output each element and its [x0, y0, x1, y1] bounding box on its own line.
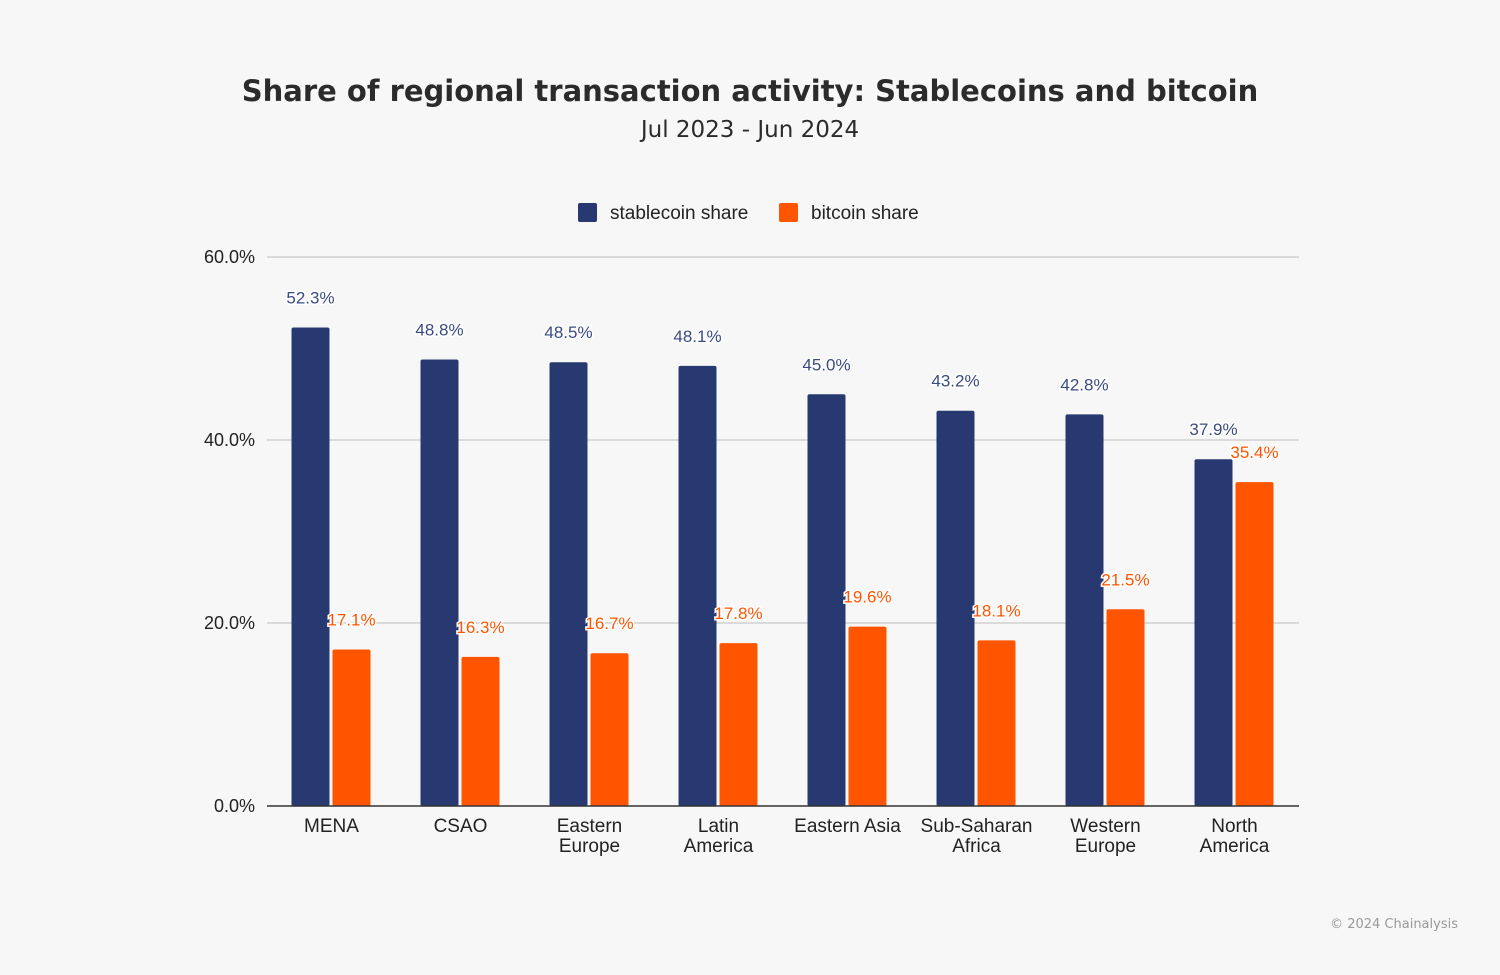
chart-subtitle: Jul 2023 - Jun 2024 — [640, 117, 860, 143]
y-tick-label: 40.0% — [204, 430, 255, 450]
x-tick-label: Sub-Saharan Africa — [921, 816, 1033, 857]
bitcoin-bar — [461, 656, 500, 806]
x-tick-label: CSAO — [434, 816, 488, 837]
x-tick-label: North America — [1200, 816, 1270, 857]
stablecoin-bar — [291, 327, 330, 806]
legend-label: bitcoin share — [811, 203, 919, 224]
stablecoin-bar — [549, 362, 588, 806]
legend-swatch — [779, 203, 798, 222]
bitcoin-data-label: 16.7% — [585, 614, 633, 633]
bitcoin-data-label: 21.5% — [1101, 570, 1149, 589]
bitcoin-bar — [719, 643, 758, 806]
stablecoin-data-label: 48.5% — [544, 323, 592, 342]
y-tick-label: 60.0% — [204, 247, 255, 267]
stablecoin-bar — [936, 410, 975, 806]
stablecoin-bar — [678, 365, 717, 806]
chart-title: Share of regional transaction activity: … — [241, 74, 1259, 108]
bitcoin-data-label: 17.8% — [714, 604, 762, 623]
x-tick-label: Eastern Europe — [557, 816, 622, 857]
bitcoin-bar — [1106, 609, 1145, 806]
bitcoin-data-label: 18.1% — [972, 601, 1020, 620]
bitcoin-data-label: 19.6% — [843, 588, 891, 607]
stablecoin-bar — [807, 394, 846, 806]
legend-label: stablecoin share — [610, 203, 748, 224]
stablecoin-bar — [1065, 414, 1104, 806]
bitcoin-bar — [590, 653, 629, 806]
bitcoin-data-label: 16.3% — [456, 618, 504, 637]
copyright-credit: © 2024 Chainalysis — [1330, 917, 1458, 932]
x-tick-label: Latin America — [684, 816, 754, 857]
stablecoin-data-label: 45.0% — [802, 355, 850, 374]
bitcoin-data-label: 35.4% — [1230, 443, 1278, 462]
bitcoin-bar — [977, 640, 1016, 806]
stablecoin-data-label: 48.8% — [415, 320, 463, 339]
bitcoin-bar — [1235, 482, 1274, 806]
bitcoin-bar — [848, 626, 887, 806]
y-tick-label: 0.0% — [214, 796, 255, 816]
bitcoin-bar — [332, 649, 371, 806]
x-tick-label: Western Europe — [1070, 816, 1140, 857]
legend-swatch — [578, 203, 597, 222]
stablecoin-bar — [420, 359, 459, 806]
x-tick-label: MENA — [304, 816, 359, 837]
stablecoin-data-label: 48.1% — [673, 327, 721, 346]
stablecoin-bar — [1194, 459, 1233, 806]
stablecoin-data-label: 43.2% — [931, 372, 979, 391]
stablecoin-data-label: 42.8% — [1060, 375, 1108, 394]
y-tick-label: 20.0% — [204, 613, 255, 633]
bitcoin-data-label: 17.1% — [327, 611, 375, 630]
stablecoin-data-label: 37.9% — [1189, 420, 1237, 439]
x-tick-label: Eastern Asia — [794, 816, 901, 837]
stablecoin-data-label: 52.3% — [286, 288, 334, 307]
